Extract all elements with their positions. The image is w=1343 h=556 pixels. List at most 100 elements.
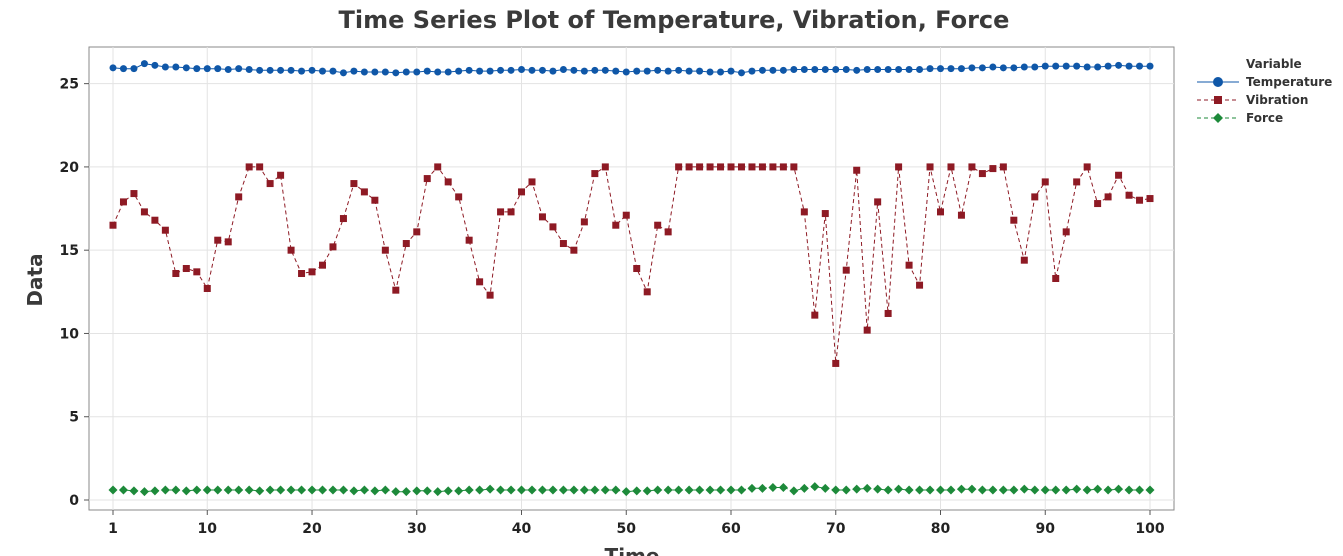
force-point — [370, 486, 380, 496]
vibration-point — [612, 221, 620, 229]
force-point — [276, 485, 286, 495]
temperature-point — [612, 67, 620, 75]
force-point — [244, 485, 254, 495]
temperature-point — [999, 64, 1007, 72]
vibration-point — [1010, 216, 1018, 224]
force-point — [778, 483, 788, 493]
temperature-point — [874, 65, 882, 73]
force-point — [716, 485, 726, 495]
legend: Variable Temperature Vibration Force — [1197, 57, 1332, 125]
vibration-point — [339, 215, 347, 223]
temperature-point — [224, 65, 232, 73]
force-point — [433, 487, 443, 497]
force-point — [496, 485, 506, 495]
temperature-point — [643, 67, 651, 75]
vibration-point — [580, 218, 588, 226]
x-tick-label: 60 — [721, 521, 741, 537]
force-point — [579, 485, 589, 495]
vibration-point — [654, 221, 662, 229]
force-point — [391, 487, 401, 497]
vibration-point — [318, 261, 326, 269]
temperature-point — [1062, 62, 1070, 70]
temperature-point — [507, 66, 515, 74]
legend-marker — [1213, 77, 1223, 87]
force-point — [223, 485, 233, 495]
force-point — [1009, 485, 1019, 495]
temperature-point — [371, 68, 379, 76]
vibration-point — [874, 198, 882, 206]
temperature-point — [1115, 61, 1123, 69]
temperature-point — [654, 66, 662, 74]
vibration-point — [151, 216, 159, 224]
force-point — [904, 485, 914, 495]
force-point — [454, 486, 464, 496]
vibration-point — [926, 163, 934, 171]
vibration-point — [350, 180, 358, 188]
vibration-point — [978, 170, 986, 178]
vibration-point — [182, 265, 190, 273]
vibration-point — [434, 163, 442, 171]
vibration-point — [256, 163, 264, 171]
vibration-point — [538, 213, 546, 221]
force-point — [1103, 485, 1113, 495]
temperature-point — [476, 67, 484, 75]
temperature-point — [916, 65, 924, 73]
temperature-point — [182, 64, 190, 72]
temperature-point — [926, 65, 934, 73]
force-point — [537, 485, 547, 495]
force-point — [1124, 485, 1134, 495]
force-point — [998, 485, 1008, 495]
vibration-point — [455, 193, 463, 201]
force-point — [894, 484, 904, 494]
vibration-point — [1052, 275, 1060, 282]
force-line — [113, 486, 1150, 493]
vibration-point — [1125, 191, 1133, 199]
temperature-point — [308, 66, 316, 74]
force-point — [841, 485, 851, 495]
temperature-point — [486, 67, 494, 75]
temperature-point — [717, 68, 725, 76]
force-point — [810, 482, 820, 492]
temperature-point — [978, 64, 986, 72]
force-point — [1040, 485, 1050, 495]
plot-frame — [88, 46, 1175, 511]
legend-label: Force — [1246, 111, 1283, 125]
temperature-point — [779, 66, 787, 74]
vibration-point — [329, 243, 337, 251]
vibration-point — [277, 171, 285, 179]
legend-label: Temperature — [1246, 75, 1332, 89]
plot-area — [88, 46, 1175, 511]
y-axis-title: Data — [23, 253, 47, 306]
vibration-point — [203, 284, 211, 292]
vibration-point — [1073, 178, 1081, 186]
temperature-point — [402, 68, 410, 76]
temperature-point — [821, 65, 829, 73]
force-point — [873, 484, 883, 494]
vibration-point — [528, 178, 536, 186]
force-point — [349, 486, 359, 496]
legend-marker — [1213, 113, 1223, 123]
vibration-point — [235, 193, 243, 201]
vibration-point — [989, 165, 997, 173]
vibration-point — [172, 270, 180, 278]
vibration-point — [119, 198, 127, 206]
force-point — [412, 486, 422, 496]
force-point — [799, 483, 809, 493]
temperature-point — [737, 69, 745, 77]
force-point — [475, 485, 485, 495]
temperature-point — [245, 65, 253, 73]
vibration-point — [444, 178, 452, 186]
temperature-point — [256, 66, 264, 74]
temperature-point — [1136, 62, 1144, 70]
temperature-series — [109, 60, 1154, 77]
temperature-point — [1073, 62, 1081, 70]
vibration-point — [140, 208, 148, 216]
force-point — [852, 484, 862, 494]
force-point — [307, 485, 317, 495]
force-point — [286, 485, 296, 495]
force-point — [443, 486, 453, 496]
temperature-point — [455, 67, 463, 75]
vibration-point — [1146, 195, 1154, 203]
x-tick-label: 70 — [826, 521, 846, 537]
temperature-point — [622, 68, 630, 76]
